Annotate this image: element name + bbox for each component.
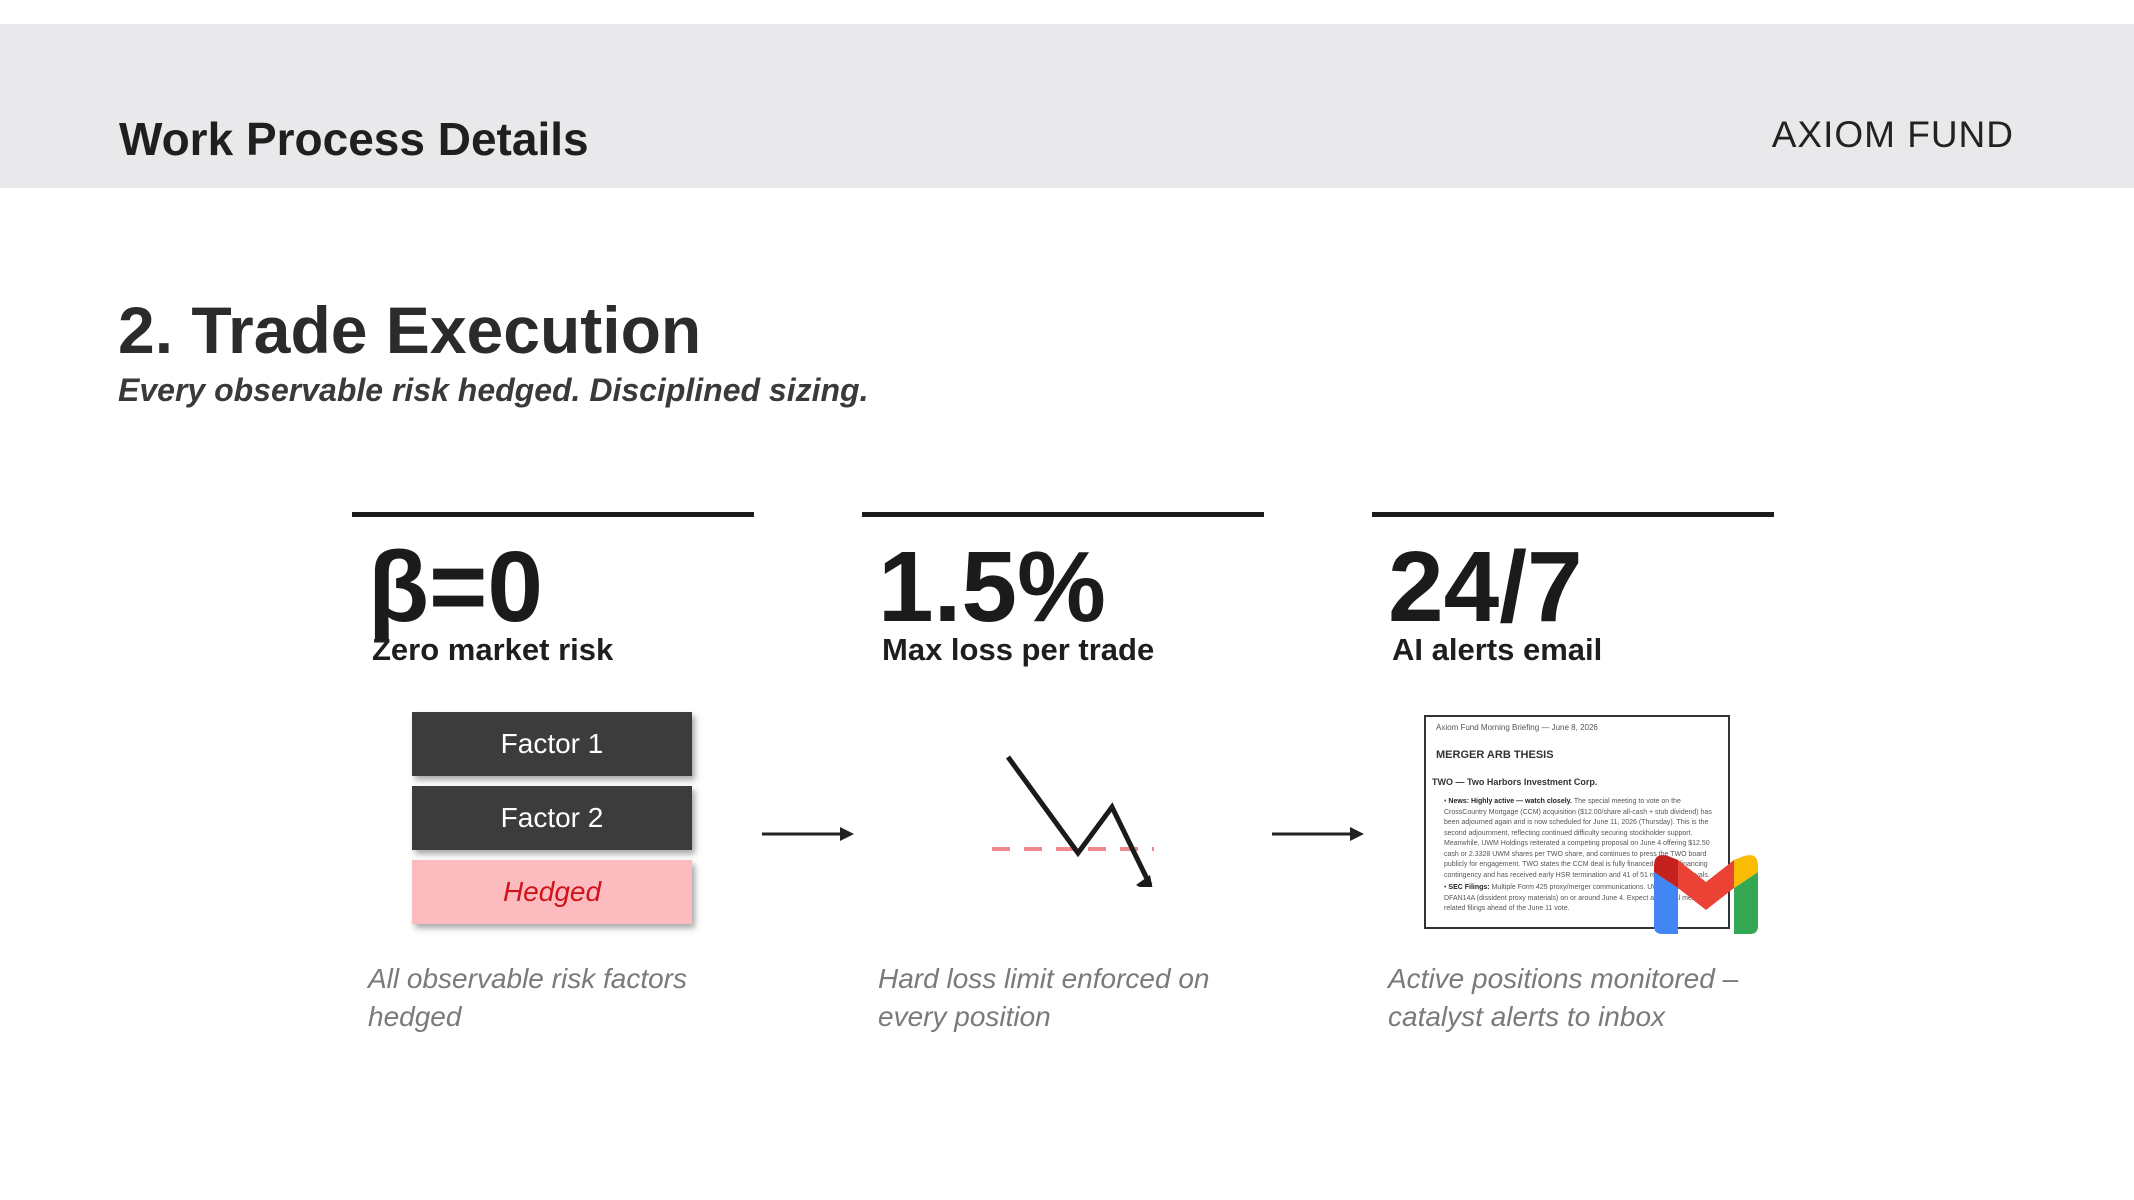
column-rule bbox=[352, 512, 754, 517]
stat-label-ai-alerts: AI alerts email bbox=[1392, 632, 1603, 667]
caption-ai-alerts: Active positions monitored – catalyst al… bbox=[1388, 963, 1739, 1032]
stat-max-loss: 1.5% bbox=[878, 531, 1106, 643]
email-bullet-1-text: The special meeting to vote on the Cross… bbox=[1444, 798, 1712, 879]
email-bullet-1: • News: Highly active — watch closely. T… bbox=[1444, 798, 1712, 879]
stat-24-7: 24/7 bbox=[1388, 531, 1583, 643]
column-rule bbox=[862, 512, 1264, 517]
email-bullet-1-title: News: Highly active — watch closely. bbox=[1448, 798, 1572, 805]
factor-2-box: Factor 2 bbox=[412, 786, 692, 850]
stat-label-max-loss: Max loss per trade bbox=[882, 632, 1155, 667]
section-tagline: Every observable risk hedged. Discipline… bbox=[118, 372, 869, 408]
brand-name: AXIOM FUND bbox=[1771, 114, 2014, 155]
arrow-right-icon bbox=[762, 827, 854, 841]
email-bullet-2: • SEC Filings: Multiple Form 425 proxy/m… bbox=[1444, 884, 1707, 912]
loss-chart-icon bbox=[992, 755, 1154, 887]
column-market-risk: β=0 Zero market risk Factor 1 Factor 2 H… bbox=[352, 512, 754, 1052]
gmail-icon bbox=[1654, 855, 1758, 934]
hedged-box: Hedged bbox=[412, 860, 692, 924]
email-body: • News: Highly active — watch closely. T… bbox=[1444, 797, 1716, 915]
price-path-line bbox=[1005, 755, 1153, 887]
email-bullet-2-text: Multiple Form 425 proxy/merger communica… bbox=[1444, 884, 1707, 912]
page-title: Work Process Details bbox=[119, 113, 589, 165]
header-bar: Work Process Details AXIOM FUND bbox=[0, 24, 2134, 188]
email-heading: MERGER ARB THESIS bbox=[1436, 749, 1554, 761]
arrow-right-icon bbox=[1272, 827, 1364, 841]
stat-beta: β=0 bbox=[368, 531, 544, 643]
price-path-arrowhead bbox=[1136, 875, 1153, 887]
column-max-loss: 1.5% Max loss per trade Hard loss limit … bbox=[862, 512, 1264, 1052]
column-ai-alerts: 24/7 AI alerts email Axiom Fund Morning … bbox=[1372, 512, 1774, 1052]
caption-max-loss: Hard loss limit enforced on every positi… bbox=[878, 963, 1210, 1032]
factor-1-box: Factor 1 bbox=[412, 712, 692, 776]
email-bullet-2-title: SEC Filings: bbox=[1448, 884, 1490, 891]
column-rule bbox=[1372, 512, 1774, 517]
section-title: 2. Trade Execution bbox=[118, 293, 702, 367]
email-header: Axiom Fund Morning Briefing — June 8, 20… bbox=[1436, 723, 1598, 732]
stat-label-market-risk: Zero market risk bbox=[372, 632, 614, 667]
email-preview: Axiom Fund Morning Briefing — June 8, 20… bbox=[1424, 715, 1730, 929]
caption-market-risk: All observable risk factors hedged bbox=[368, 963, 688, 1032]
email-subheading: TWO — Two Harbors Investment Corp. bbox=[1432, 777, 1598, 787]
